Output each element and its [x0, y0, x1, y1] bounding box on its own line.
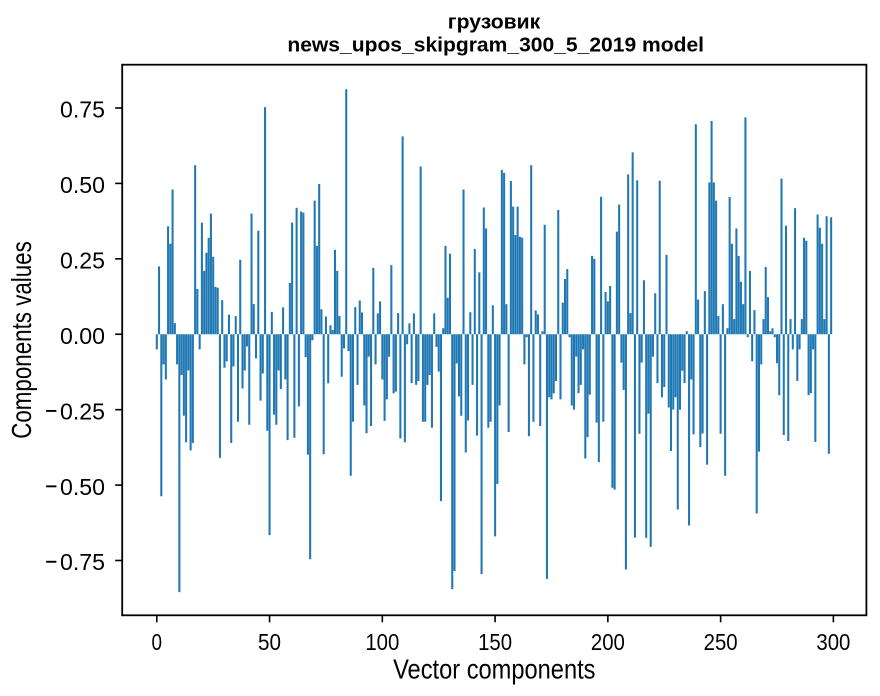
svg-text:грузовик: грузовик [448, 11, 541, 33]
svg-text:0.50: 0.50 [60, 474, 105, 500]
svg-text:Vector components: Vector components [393, 654, 595, 685]
svg-text:0.25: 0.25 [60, 398, 105, 424]
svg-text:0.50: 0.50 [60, 172, 105, 198]
svg-text:200: 200 [591, 629, 625, 655]
svg-text:0.75: 0.75 [60, 97, 105, 123]
svg-text:0.00: 0.00 [60, 323, 105, 349]
svg-text:0.25: 0.25 [60, 248, 105, 274]
svg-text:news_upos_skipgram_300_5_2019: news_upos_skipgram_300_5_2019 model [287, 34, 704, 56]
svg-text:300: 300 [816, 629, 850, 655]
svg-text:Components values: Components values [6, 241, 37, 439]
svg-text:100: 100 [365, 629, 399, 655]
svg-text:0.75: 0.75 [60, 549, 105, 575]
svg-text:50: 50 [258, 629, 281, 655]
svg-text:250: 250 [704, 629, 738, 655]
svg-text:150: 150 [478, 629, 512, 655]
svg-text:0: 0 [152, 629, 163, 655]
